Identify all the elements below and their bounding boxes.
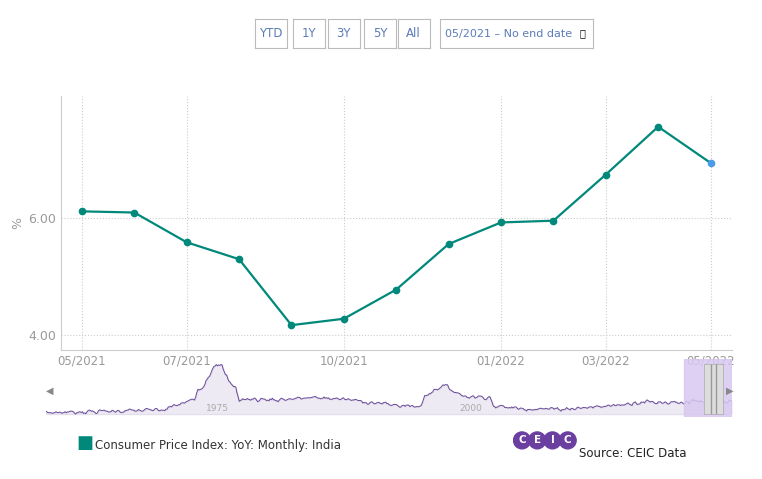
Text: 3Y: 3Y — [336, 27, 351, 40]
Text: ■: ■ — [76, 434, 93, 452]
Bar — [684, 359, 732, 417]
Text: ▶: ▶ — [725, 386, 733, 395]
Text: 1975: 1975 — [206, 403, 229, 412]
Text: I: I — [550, 435, 555, 445]
Text: 5Y: 5Y — [373, 27, 388, 40]
Circle shape — [529, 432, 546, 449]
Text: Source: CEIC Data: Source: CEIC Data — [579, 447, 687, 460]
Text: 2000: 2000 — [459, 403, 482, 412]
Circle shape — [544, 432, 561, 449]
Text: E: E — [533, 435, 541, 445]
Y-axis label: %: % — [11, 217, 24, 229]
Text: C: C — [518, 435, 526, 445]
Text: All: All — [406, 27, 421, 40]
Text: 1Y: 1Y — [302, 27, 317, 40]
Text: 05/2021 – No end date: 05/2021 – No end date — [446, 29, 572, 38]
Text: 📅: 📅 — [579, 29, 585, 38]
Text: Consumer Price Index: YoY: Monthly: India: Consumer Price Index: YoY: Monthly: Indi… — [95, 439, 341, 452]
Circle shape — [514, 432, 530, 449]
Text: YTD: YTD — [260, 27, 283, 40]
Text: ◀: ◀ — [46, 386, 53, 395]
Circle shape — [559, 432, 576, 449]
Text: C: C — [564, 435, 572, 445]
